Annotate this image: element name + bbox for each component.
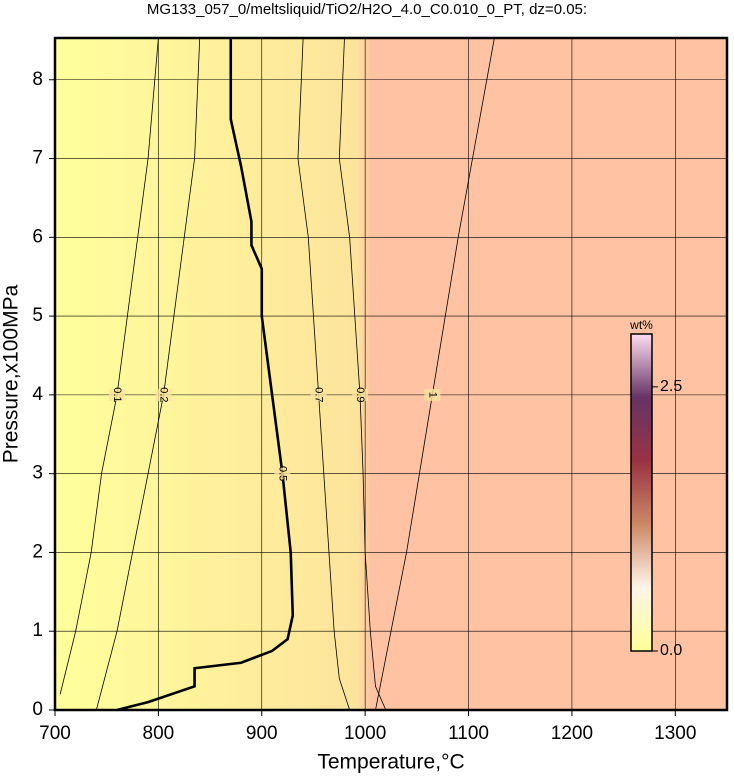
y-tick-label: 1 — [32, 620, 43, 641]
x-tick-label: 900 — [246, 723, 278, 744]
contour-label-bg — [310, 388, 327, 401]
colorbar-label: wt% — [629, 318, 653, 332]
contour-label: 0.7 — [313, 387, 325, 402]
plot-frame — [53, 36, 729, 712]
y-tick-label: 6 — [32, 226, 43, 247]
contour-line — [338, 37, 387, 711]
contour-label: 0.9 — [354, 387, 366, 402]
x-axis-label: Temperature,°C — [317, 751, 464, 774]
y-tick-label: 5 — [32, 305, 43, 326]
y-tick-label: 2 — [32, 541, 43, 562]
y-axis-label: Pressure,x100MPa — [0, 284, 23, 463]
colorbar — [630, 333, 653, 652]
x-tick-label: 1000 — [344, 723, 386, 744]
contour-label-bg — [109, 388, 126, 401]
y-tick-label: 4 — [32, 384, 43, 405]
contour-line — [116, 38, 295, 712]
x-tick-label: 1200 — [551, 723, 593, 744]
contour-label: 1 — [426, 392, 438, 398]
x-tick-label: 800 — [143, 723, 175, 744]
contour-label: 0.2 — [158, 387, 170, 402]
contour-label: 0.5 — [277, 466, 289, 481]
chart-title: MG133_057_0/meltsliquid/TiO2/H2O_4.0_C0.… — [147, 1, 587, 18]
x-tick-label: 1100 — [448, 723, 489, 744]
y-tick-label: 3 — [32, 463, 43, 484]
contour-label-bg — [351, 388, 368, 401]
contour-line — [297, 37, 351, 711]
x-tick-label: 1300 — [654, 723, 696, 744]
colorbar-tick-label: 0.0 — [660, 642, 682, 659]
colorbar-tick-label: 2.5 — [660, 378, 682, 395]
contour-label: 0.1 — [111, 387, 123, 402]
contour-label-bg — [155, 388, 172, 401]
y-tick-label: 8 — [32, 69, 43, 90]
y-tick-label: 7 — [32, 148, 43, 169]
y-tick-label: 0 — [32, 699, 43, 720]
contour-label-bg — [274, 467, 291, 480]
contour-label-bg — [424, 388, 441, 401]
x-tick-label: 700 — [39, 723, 71, 744]
field-background — [55, 38, 727, 710]
